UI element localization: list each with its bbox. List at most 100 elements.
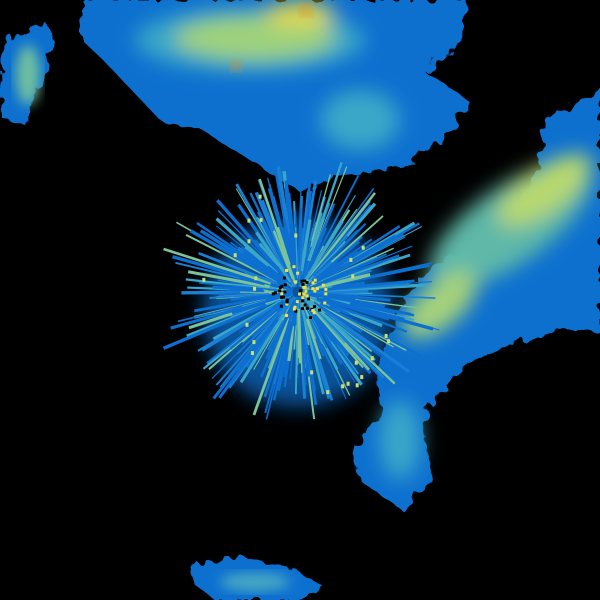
clutter-streak — [267, 320, 284, 351]
echo-green — [16, 45, 40, 105]
clutter-streak — [305, 298, 377, 365]
clutter-speck — [354, 360, 358, 365]
clutter-streak — [315, 280, 412, 292]
clutter-speck — [250, 351, 254, 356]
clutter-streak — [324, 312, 397, 370]
clutter-core — [304, 289, 308, 293]
clutter-streak — [209, 292, 270, 299]
clutter-core — [301, 283, 305, 287]
clutter-streak — [312, 261, 333, 280]
clutter-streak — [305, 318, 322, 360]
clutter-streak — [324, 299, 371, 315]
clutter-streak — [177, 298, 270, 323]
clutter-core — [280, 295, 284, 299]
clutter-core — [278, 285, 282, 289]
clutter-streak — [189, 229, 285, 286]
clutter-streak — [212, 297, 287, 341]
clutter-streak — [197, 306, 273, 352]
clutter-streak — [241, 310, 278, 343]
clutter-streak — [277, 306, 293, 336]
clutter-core — [315, 287, 319, 291]
clutter-streak — [306, 192, 376, 281]
clutter-core — [278, 289, 282, 293]
clutter-streak — [172, 255, 278, 288]
clutter-streak — [276, 322, 294, 392]
clutter-streak — [252, 299, 285, 322]
clutter-core — [308, 316, 312, 320]
echo-green — [175, 16, 335, 60]
clutter-speck — [360, 375, 364, 380]
clutter-core — [313, 289, 317, 293]
clutter-speck — [355, 383, 359, 388]
clutter-core — [324, 292, 328, 296]
clutter-speck — [253, 286, 257, 291]
clutter-core — [282, 276, 286, 280]
clutter-streak — [198, 251, 275, 284]
clutter-streak — [307, 162, 343, 261]
clutter-core — [318, 308, 322, 312]
echo-cyan — [220, 573, 290, 591]
clutter-streak — [238, 277, 265, 286]
clutter-core — [300, 307, 304, 311]
clutter-streak — [266, 265, 288, 284]
clutter-streak — [217, 209, 290, 284]
clutter-streak — [218, 318, 280, 399]
clutter-streak — [325, 292, 436, 299]
echo-top-core — [135, 2, 400, 150]
clutter-core — [311, 281, 315, 285]
clutter-streak — [316, 241, 360, 277]
clutter-core — [324, 287, 328, 291]
clutter-streak — [253, 320, 283, 370]
clutter-core — [306, 297, 310, 301]
clutter-streak — [325, 293, 391, 302]
echo-right-core — [380, 153, 592, 480]
clutter-core — [271, 292, 275, 296]
clutter-core — [311, 308, 315, 312]
clutter-speck — [258, 194, 262, 199]
clutter-streak — [199, 282, 281, 292]
clutter-streak — [299, 219, 312, 272]
clutter-speck — [384, 333, 388, 338]
clutter-streak — [287, 325, 295, 362]
clutter-streak — [272, 307, 294, 372]
clutter-core — [293, 305, 297, 309]
clutter-core — [303, 303, 307, 307]
clutter-streak — [303, 294, 394, 348]
clutter-core — [311, 287, 315, 291]
clutter-speck — [294, 233, 298, 238]
clutter-core — [280, 284, 284, 288]
clutter-streak — [229, 298, 290, 350]
clutter-streak — [313, 307, 385, 379]
clutter-core — [292, 265, 296, 269]
clutter-core — [305, 281, 309, 285]
clutter-core — [296, 271, 300, 275]
clutter-speck — [247, 239, 251, 244]
echo-orange — [231, 61, 241, 71]
clutter-streak — [329, 299, 440, 331]
clutter-core — [285, 298, 289, 302]
clutter-streak — [289, 302, 298, 380]
clutter-streak — [320, 274, 345, 285]
clutter-streak — [258, 293, 280, 300]
clutter-streak — [212, 313, 282, 400]
clutter-speck — [233, 253, 237, 258]
clutter-streak — [265, 321, 292, 420]
clutter-streak — [256, 293, 291, 306]
clutter-streak — [303, 220, 344, 283]
clutter-streak — [299, 304, 317, 391]
clutter-streak — [272, 230, 294, 279]
clutter-core — [294, 309, 298, 313]
clutter-core — [294, 280, 298, 284]
echo-green — [498, 153, 592, 227]
clutter-core — [312, 311, 316, 315]
clutter-core — [283, 283, 287, 287]
clutter-streak — [255, 231, 293, 283]
clutter-speck — [370, 356, 374, 361]
clutter-streak — [309, 289, 369, 294]
clutter-streak — [162, 303, 268, 350]
clutter-core — [300, 279, 304, 283]
clutter-streak — [250, 209, 296, 288]
clutter-streak — [316, 253, 387, 285]
clutter-speck — [259, 217, 263, 222]
clutter-core — [302, 292, 306, 296]
